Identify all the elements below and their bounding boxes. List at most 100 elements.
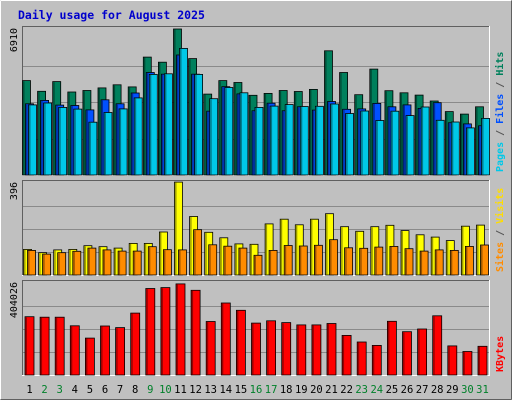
series-pages — [28, 48, 490, 176]
bar-shade — [357, 342, 360, 375]
bar-shade — [431, 237, 434, 275]
bar-kbytes-day-3 — [54, 316, 65, 376]
bar-shade — [312, 325, 314, 375]
bar-pages-day-30 — [465, 127, 475, 176]
bar-pages-day-7 — [118, 108, 128, 176]
bar-shade — [73, 251, 75, 275]
bar-shade — [254, 255, 256, 275]
bar-shade — [388, 107, 390, 175]
bar-shade — [450, 251, 453, 275]
x-tick-label-day-12: 12 — [189, 384, 202, 396]
bar-shade — [400, 93, 402, 175]
bar-shade — [118, 251, 121, 275]
bar-shade — [476, 107, 478, 175]
bar-shade — [234, 83, 236, 175]
x-tick-label-day-10: 10 — [159, 384, 172, 396]
bar-pages-day-3 — [58, 107, 68, 176]
bar-shade — [28, 251, 30, 275]
bar-kbytes-day-19 — [296, 324, 307, 376]
bar-pages-day-2 — [43, 102, 52, 176]
bar-sites-day-17 — [268, 249, 278, 276]
bar-shade — [101, 100, 103, 175]
x-tick-label-day-16: 16 — [250, 384, 263, 396]
bar-shade — [88, 248, 90, 275]
bar-shade — [84, 246, 86, 275]
bar-shade — [270, 106, 273, 175]
bar-shade — [164, 250, 166, 275]
bar-shade — [346, 114, 348, 175]
bar-shade — [44, 103, 46, 175]
bar-kbytes-day-26 — [402, 331, 412, 376]
bar-shade — [129, 244, 132, 275]
bar-shade — [250, 244, 252, 275]
bar-sites-day-15 — [238, 247, 248, 276]
bar-shade — [53, 82, 55, 175]
bar-shade — [267, 103, 270, 175]
bar-shade — [179, 250, 181, 275]
chart-title: Daily usage for August 2025 — [18, 8, 205, 22]
bar-shade — [220, 238, 222, 275]
x-tick-label-day-23: 23 — [355, 384, 368, 396]
bar-shade — [285, 105, 288, 175]
bar-shade — [477, 225, 479, 275]
bar-pages-day-27 — [420, 106, 430, 176]
bar-shade — [328, 102, 330, 175]
bar-kbytes-day-4 — [69, 325, 80, 376]
bar-shade — [190, 217, 192, 275]
x-tick-label-day-3: 3 — [57, 384, 63, 396]
bar-shade — [180, 49, 182, 175]
bar-kbytes-day-15 — [235, 309, 246, 376]
x-tick-label-day-29: 29 — [446, 384, 459, 396]
bar-shade — [279, 91, 282, 175]
bar-shade — [341, 227, 343, 275]
bar-sites-day-23 — [359, 247, 369, 276]
bar-shade — [403, 105, 405, 175]
bar-pages-day-1 — [28, 104, 37, 176]
x-tick-label-day-21: 21 — [325, 384, 338, 396]
bar-shade — [360, 248, 362, 275]
bar-shade — [83, 91, 85, 175]
bar-shade — [74, 109, 76, 175]
series-kbytes — [24, 283, 488, 376]
bar-shade — [282, 323, 284, 375]
bar-pages-day-25 — [390, 110, 400, 176]
bar-sites-day-24 — [374, 246, 384, 276]
bar-shade — [461, 114, 463, 175]
bar-shade — [240, 93, 242, 175]
bar-sites-day-30 — [464, 245, 474, 276]
bar-shade — [205, 232, 207, 275]
bar-shade — [161, 288, 163, 375]
bar-pages-day-19 — [299, 106, 309, 176]
bar-shade — [479, 126, 481, 175]
bar-sites-day-3 — [57, 252, 67, 276]
bar-shade — [467, 128, 469, 175]
bar-sites-day-21 — [329, 239, 338, 276]
bar-shade — [143, 57, 146, 175]
x-tick-label-day-26: 26 — [401, 384, 414, 396]
bar-shade — [189, 59, 191, 175]
bar-kbytes-day-1 — [24, 316, 35, 376]
bar-shade — [376, 121, 378, 175]
bar-shade — [311, 219, 313, 275]
bar-shade — [162, 74, 164, 175]
bar-sites-day-26 — [404, 248, 414, 276]
bar-sites-day-9 — [147, 246, 157, 276]
bar-shade — [343, 109, 345, 175]
legend-part: KBytes — [495, 336, 506, 372]
bar-shade — [54, 250, 56, 275]
bar-kbytes-day-21 — [326, 323, 337, 376]
legend-part: Pages — [495, 142, 506, 172]
x-tick-label-day-24: 24 — [370, 384, 383, 396]
bar-sites-day-5 — [87, 247, 97, 276]
bar-sites-day-6 — [102, 249, 112, 276]
bar-pages-day-17 — [269, 105, 279, 176]
bar-shade — [316, 106, 318, 175]
bar-shade — [375, 247, 377, 275]
bar-kbytes-day-11 — [175, 283, 186, 376]
bar-shade — [415, 95, 418, 175]
x-tick-label-day-22: 22 — [340, 384, 353, 396]
panel-kbytes: 404026 KBytes — [9, 280, 506, 376]
bar-shade — [284, 246, 287, 275]
bar-shade — [58, 253, 60, 275]
bar-shade — [326, 214, 328, 275]
